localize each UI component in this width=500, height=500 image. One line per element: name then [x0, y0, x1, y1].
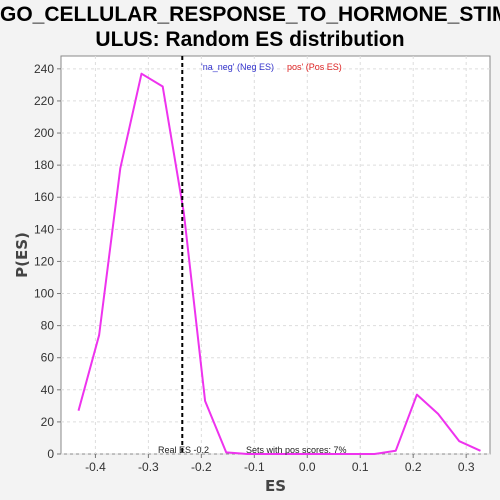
x-tick-label: -0.4 — [85, 460, 106, 474]
y-tick-label: 60 — [41, 351, 55, 365]
y-tick-label: 240 — [34, 62, 54, 76]
y-axis-label: P(ES) — [13, 232, 31, 278]
chart-title: GO_CELLULAR_RESPONSE_TO_HORMONE_STIM ULU… — [0, 3, 500, 51]
y-tick-label: 220 — [34, 94, 54, 108]
y-tick-label: 180 — [34, 158, 54, 172]
series-line — [77, 72, 481, 455]
y-tick-label: 20 — [41, 415, 55, 429]
y-tick-label: 0 — [47, 447, 54, 461]
grid-lines — [61, 56, 490, 455]
x-tick-label: 0.2 — [405, 460, 422, 474]
x-axis-label: ES — [265, 477, 286, 495]
x-tick-label: -0.2 — [191, 460, 212, 474]
plot-area — [60, 55, 491, 455]
y-axis-ticks: 0 20 40 60 80 100 120 140 160 180 200 220 240 — [34, 62, 61, 461]
y-tick-label: 200 — [34, 126, 54, 140]
sets-pos-annotation: Sets with pos scores: 7% — [246, 445, 347, 455]
legend-pos-entry: pos' (Pos ES) — [287, 62, 342, 72]
legend-neg-entry: 'na_neg' (Neg ES) — [201, 62, 274, 72]
y-tick-label: 40 — [41, 383, 55, 397]
x-tick-label: -0.1 — [244, 460, 265, 474]
y-tick-label: 160 — [34, 190, 54, 204]
x-tick-label: 0.0 — [299, 460, 316, 474]
real-es-annotation: Real ES -0.2 — [158, 445, 209, 455]
x-tick-label: -0.3 — [138, 460, 159, 474]
y-tick-label: 140 — [34, 222, 54, 236]
y-tick-label: 80 — [41, 319, 55, 333]
x-tick-label: 0.1 — [352, 460, 369, 474]
y-tick-label: 100 — [34, 287, 54, 301]
y-tick-label: 120 — [34, 254, 54, 268]
x-axis-ticks: -0.4 -0.3 -0.2 -0.1 0.0 0.1 0.2 0.3 — [85, 454, 475, 474]
x-tick-label: 0.3 — [458, 460, 475, 474]
